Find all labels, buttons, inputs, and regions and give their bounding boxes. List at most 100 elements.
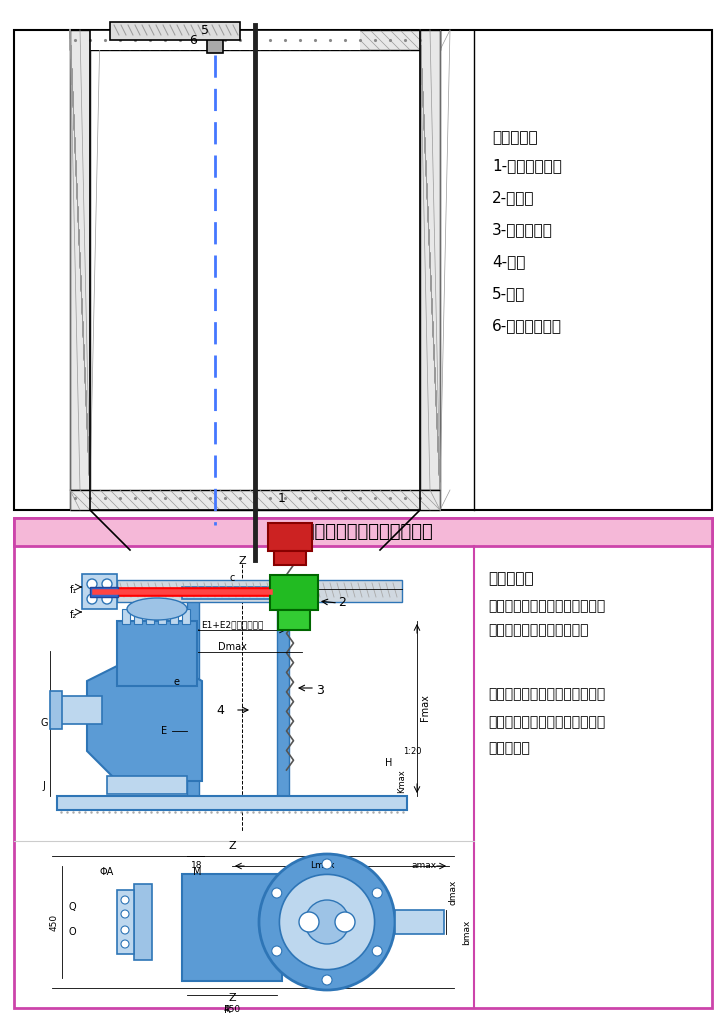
Circle shape <box>372 946 382 956</box>
Circle shape <box>299 912 319 932</box>
Text: 符号说明：: 符号说明： <box>488 571 534 586</box>
Text: 3: 3 <box>316 683 324 697</box>
Bar <box>90 587 118 597</box>
Circle shape <box>121 940 129 948</box>
Text: 2: 2 <box>338 596 346 609</box>
Text: Q: Q <box>68 902 76 912</box>
Text: 需要检修或停用时，只需用锁链: 需要检修或停用时，只需用锁链 <box>488 687 605 701</box>
Bar <box>117 580 402 602</box>
Circle shape <box>259 854 395 990</box>
Bar <box>395 910 444 934</box>
Bar <box>90 30 420 510</box>
Circle shape <box>102 594 112 604</box>
Circle shape <box>335 912 355 932</box>
Text: 6: 6 <box>189 34 197 46</box>
Text: 6-刚性防水套管: 6-刚性防水套管 <box>492 318 562 333</box>
Text: Z: Z <box>228 841 236 851</box>
Bar <box>57 696 102 724</box>
Text: 耦合装置由排水底座、导杆、导: 耦合装置由排水底座、导杆、导 <box>488 599 605 613</box>
Bar <box>70 30 440 50</box>
Text: H: H <box>386 758 393 768</box>
Bar <box>82 574 117 609</box>
Text: 1: 1 <box>278 491 286 505</box>
Bar <box>158 609 166 624</box>
Text: 5-人孔: 5-人孔 <box>492 286 526 301</box>
Text: ΦA: ΦA <box>100 867 114 877</box>
Text: 3-热镀锌锁链: 3-热镀锌锁链 <box>492 222 553 237</box>
Text: 4: 4 <box>216 704 224 716</box>
Circle shape <box>121 926 129 934</box>
Bar <box>110 22 240 40</box>
Text: bmax: bmax <box>462 919 471 945</box>
Text: Lmax: Lmax <box>310 861 334 870</box>
Text: 4-滑轨: 4-滑轨 <box>492 254 526 269</box>
Bar <box>274 551 306 565</box>
Bar <box>187 592 199 796</box>
Circle shape <box>322 859 332 869</box>
Bar <box>117 890 134 954</box>
Circle shape <box>322 975 332 985</box>
Text: E1+E2最小池口尺寸: E1+E2最小池口尺寸 <box>201 620 264 629</box>
Bar <box>146 609 154 624</box>
Text: 杆支架、耦合接口件组成。: 杆支架、耦合接口件组成。 <box>488 623 589 637</box>
Bar <box>134 884 152 960</box>
Text: f₂: f₂ <box>70 610 77 620</box>
Text: c: c <box>229 573 234 583</box>
Bar <box>107 776 187 794</box>
Text: 自动脱离。: 自动脱离。 <box>488 741 530 755</box>
Bar <box>14 518 712 546</box>
Bar <box>117 621 197 686</box>
Bar <box>90 30 360 50</box>
Text: 1-自动耦合装置: 1-自动耦合装置 <box>492 158 562 173</box>
Text: E: E <box>161 726 167 736</box>
Text: 自动耦台式潜水泵安装示意图: 自动耦台式潜水泵安装示意图 <box>293 523 433 541</box>
Bar <box>70 490 440 510</box>
Text: J: J <box>43 781 46 791</box>
Text: G: G <box>40 718 48 728</box>
Text: R: R <box>224 1005 230 1015</box>
Ellipse shape <box>127 598 187 620</box>
Text: Z: Z <box>228 993 236 1003</box>
Circle shape <box>272 946 282 956</box>
Bar <box>134 609 142 624</box>
Polygon shape <box>87 652 202 781</box>
Circle shape <box>121 896 129 904</box>
Bar <box>182 587 294 599</box>
Bar <box>122 609 130 624</box>
Bar <box>420 30 440 490</box>
Bar <box>14 518 712 1008</box>
Bar <box>277 592 289 796</box>
Text: O: O <box>68 928 76 937</box>
Bar <box>70 30 90 490</box>
Text: Z: Z <box>238 556 246 566</box>
Text: 符号说明：: 符号说明： <box>492 130 538 145</box>
Text: 450: 450 <box>224 1005 240 1014</box>
Bar <box>14 30 712 510</box>
Text: 将泵吊起即可，泵体与排水底座: 将泵吊起即可，泵体与排水底座 <box>488 715 605 729</box>
Text: 450: 450 <box>49 913 59 931</box>
Text: f₁: f₁ <box>70 585 77 595</box>
Bar <box>182 609 190 624</box>
Polygon shape <box>270 575 318 610</box>
Bar <box>207 27 223 53</box>
Text: e: e <box>174 677 180 687</box>
Circle shape <box>372 887 382 898</box>
Text: 18: 18 <box>191 861 203 870</box>
Text: Fmax: Fmax <box>420 695 430 721</box>
Bar <box>57 796 407 810</box>
Circle shape <box>87 579 97 589</box>
Text: 1:20: 1:20 <box>403 747 421 755</box>
Text: Dmax: Dmax <box>218 642 246 652</box>
Circle shape <box>272 887 282 898</box>
Text: amax: amax <box>412 861 436 870</box>
Bar <box>50 690 62 729</box>
Polygon shape <box>278 610 310 630</box>
Bar <box>268 523 312 551</box>
Text: dmax: dmax <box>449 879 458 905</box>
Circle shape <box>121 910 129 918</box>
Bar <box>170 609 178 624</box>
Circle shape <box>305 900 349 944</box>
Text: 5: 5 <box>201 25 209 38</box>
Circle shape <box>280 874 375 970</box>
Text: M: M <box>192 867 201 877</box>
